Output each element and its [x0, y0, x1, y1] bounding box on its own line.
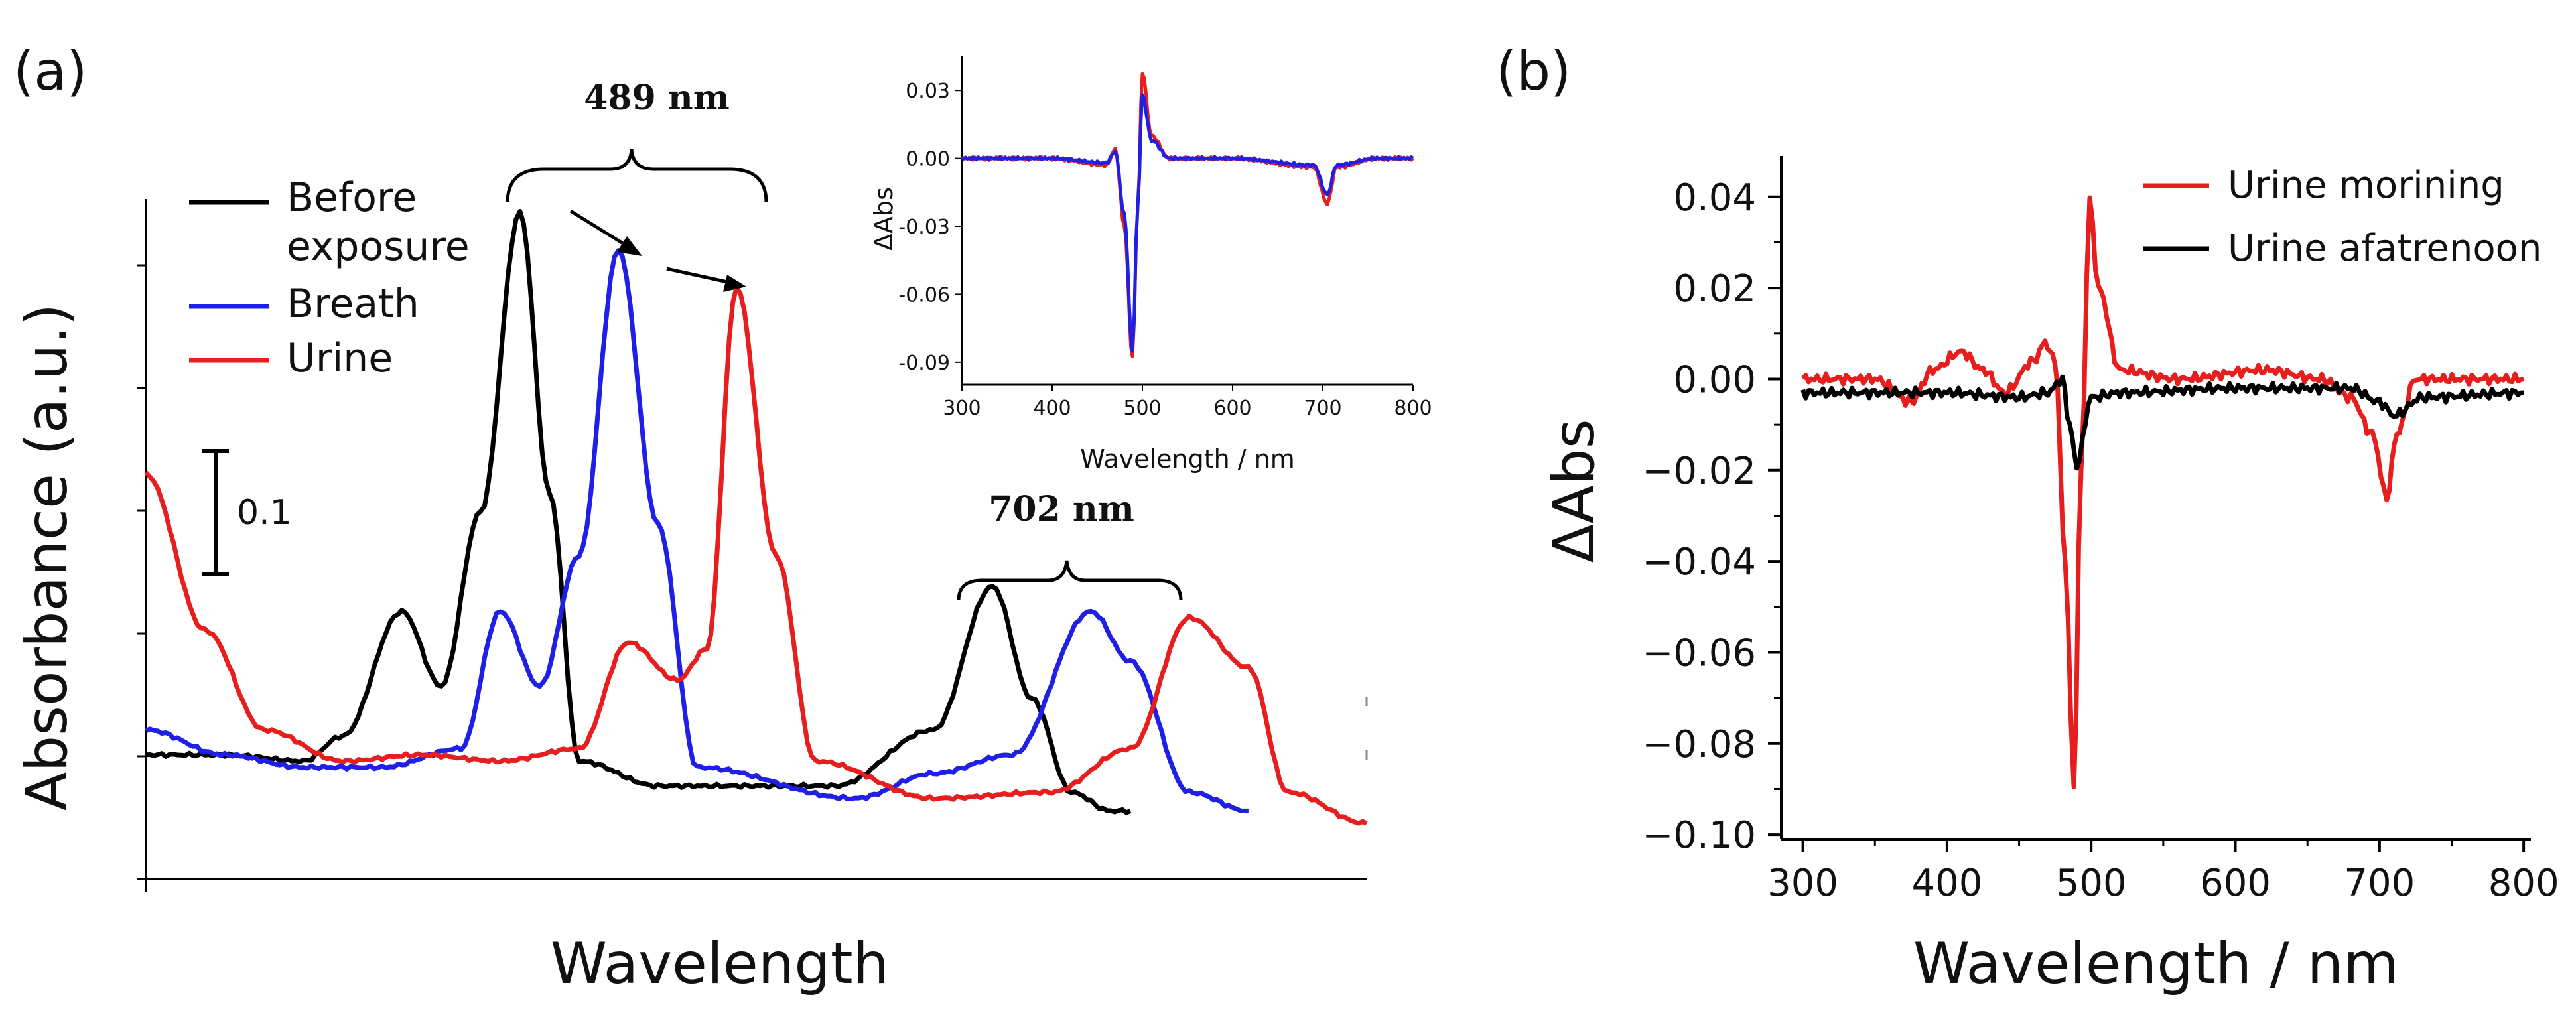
panel-b-x-tick-label: 300 [1767, 862, 1838, 905]
inset-y-tick-label: -0.09 [898, 352, 950, 375]
panel-b-x-tick-label: 400 [1911, 862, 1982, 905]
panel-b-y-tick-label: −0.02 [1642, 450, 1756, 493]
panel-a-legend: Before exposure Breath Urine [189, 174, 470, 381]
panel-b-label: (b) [1496, 40, 1571, 102]
panel-b-y-tick-label: −0.04 [1642, 541, 1756, 584]
panel-b-y-tick-label: −0.10 [1642, 814, 1756, 857]
series-breath [961, 93, 1414, 353]
panel-b-x-tick-label: 600 [2200, 862, 2271, 905]
scale-bar-label: 0.1 [237, 493, 292, 533]
brace-702-icon [957, 560, 1183, 601]
inset-x-tick-label: 600 [1213, 397, 1251, 420]
scale-bar: 0.1 [202, 449, 292, 576]
legend-label-urine: Urine [287, 335, 393, 381]
panel-b-y-title: ΔAbs [1541, 419, 1607, 563]
inset-y-tick-label: 0.00 [906, 148, 950, 171]
inset-curves [961, 72, 1414, 358]
inset-chart: 300 400 500 600 700 800 0.03 0.00 -0.03 -0.06 -0.0… [869, 56, 1432, 474]
series-breath [145, 248, 1249, 813]
panel-a: (a) Wavelength Absorbance (a.u.) Before … [13, 40, 1432, 997]
legend-label-afternoon: Urine afatrenoon [2228, 227, 2542, 270]
panel-b: (b) 300 400 500 600 700 800 0.04 0.02 0.00 −0.02 −… [1496, 40, 2559, 997]
inset-x-tick-label: 400 [1033, 397, 1071, 420]
inset-x-tick-label: 800 [1394, 397, 1432, 420]
panel-a-y-title: Absorbance (a.u.) [14, 304, 80, 811]
panel-b-x-tick-label: 500 [2056, 862, 2127, 905]
panel-b-curves [1800, 195, 2524, 789]
panel-b-y-tick-label: 0.00 [1673, 358, 1756, 401]
panel-a-curves [144, 209, 1368, 826]
arrow-2-icon [666, 267, 737, 286]
annotation-702: 702 nm [957, 489, 1183, 601]
panel-b-y-tick-label: −0.06 [1642, 632, 1756, 675]
panel-b-y-tick-label: −0.08 [1642, 723, 1756, 766]
legend-label-before-line2: exposure [287, 224, 470, 270]
inset-y-tick-label: 0.03 [906, 80, 950, 103]
panel-b-x-title: Wavelength / nm [1913, 931, 2399, 997]
panel-b-ticks: 300 400 500 600 700 800 0.04 0.02 0.00 −0.02 −0.04… [1642, 176, 2559, 905]
series-urine [144, 285, 1368, 826]
inset-x-tick-label: 700 [1304, 397, 1341, 420]
panel-b-legend: Urine morining Urine afatrenoon [2143, 164, 2542, 270]
inset-x-title: Wavelength / nm [1080, 444, 1294, 474]
panel-b-y-tick-label: 0.04 [1673, 176, 1756, 220]
panel-b-x-tick-label: 700 [2344, 862, 2415, 905]
series-urine-afatrenoon [1800, 374, 2524, 471]
annotation-702-label: 702 nm [988, 489, 1134, 529]
legend-label-breath: Breath [287, 281, 419, 327]
arrow-1-head-icon [617, 236, 642, 256]
inset-x-tick-label: 500 [1123, 397, 1161, 420]
panel-a-x-title: Wavelength [551, 931, 889, 997]
inset-ticks: 300 400 500 600 700 800 0.03 0.00 -0.03 -0.06 -0.0… [898, 80, 1432, 420]
arrow-2-head-icon [723, 275, 746, 292]
series-urine-morining [1800, 195, 2524, 789]
inset-y-tick-label: -0.03 [898, 216, 950, 239]
panel-a-label: (a) [13, 40, 87, 102]
series-before-exposure [145, 209, 1132, 815]
legend-label-before-line1: Before [287, 174, 417, 221]
panel-b-x-tick-label: 800 [2488, 862, 2559, 905]
inset-x-tick-label: 300 [943, 397, 981, 420]
annotation-489-label: 489 nm [584, 78, 729, 118]
inset-y-title: ΔAbs [869, 187, 898, 251]
legend-label-morning: Urine morining [2228, 164, 2504, 207]
annotation-489: 489 nm [506, 78, 768, 292]
brace-489-icon [506, 149, 768, 203]
inset-y-tick-label: -0.06 [898, 283, 950, 306]
panel-a-y-ticks [137, 264, 146, 880]
panel-b-y-tick-label: 0.02 [1673, 267, 1756, 310]
series-urine [961, 72, 1414, 358]
